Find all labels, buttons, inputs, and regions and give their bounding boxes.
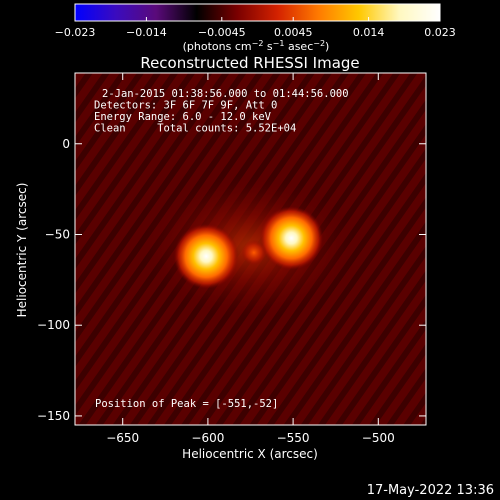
colorbar-tick-label: −0.023 [55, 26, 96, 39]
y-tick-label: −50 [45, 227, 70, 241]
source-layer [143, 175, 355, 319]
annotation-line: Clean Total counts: 5.52E+04 [94, 123, 296, 135]
axis-ticks: −650 −600 −550 −500 0 −50 −100 −150 [37, 73, 426, 445]
colorbar-tick-label: −0.0045 [198, 26, 246, 39]
y-tick-label: −150 [37, 409, 70, 423]
colorbar-tick-label: −0.014 [126, 26, 167, 39]
source-2 [259, 206, 324, 270]
annotation-line: Detectors: 3F 6F 7F 9F, Att 0 [94, 100, 277, 112]
units-text: s [263, 40, 272, 53]
plot-frame [74, 72, 427, 426]
units-text: (photons cm [183, 40, 252, 53]
units-text: asec [284, 40, 313, 53]
x-tick-label: −550 [277, 431, 310, 445]
colorbar-ticks: −0.023 −0.014 −0.0045 0.0045 0.014 0.023 [55, 17, 456, 39]
colorbar-tick-label: 0.023 [424, 26, 456, 39]
colorbar: −0.023 −0.014 −0.0045 0.0045 0.014 0.023 (pho… [55, 3, 456, 54]
x-axis-label: Heliocentric X (arcsec) [182, 447, 318, 461]
plot-area: −650 −600 −550 −500 0 −50 −100 −150 [37, 72, 427, 445]
x-tick-label: −600 [191, 431, 224, 445]
x-tick-label: −500 [362, 431, 395, 445]
timestamp-label: 17-May-2022 13:36 [367, 483, 494, 498]
annotation-line: 2-Jan-2015 01:38:56.000 to 01:44:56.000 [102, 88, 349, 100]
units-text: ) [325, 40, 329, 53]
y-tick-label: −100 [37, 318, 70, 332]
y-tick-label: 0 [62, 137, 70, 151]
colorbar-tick-label: 0.014 [353, 26, 385, 39]
y-axis-label: Heliocentric Y (arcsec) [15, 183, 29, 318]
source-bridge [241, 239, 267, 266]
colorbar-tick-label: 0.0045 [274, 26, 313, 39]
chart-title: Reconstructed RHESSI Image [140, 54, 359, 72]
annotation-line: Energy Range: 6.0 - 12.0 keV [94, 111, 272, 123]
peak-position-label: Position of Peak = [-551,-52] [95, 398, 278, 410]
colorbar-gradient [74, 3, 441, 22]
units-exponent: −1 [273, 39, 285, 48]
annotation-block: 2-Jan-2015 01:38:56.000 to 01:44:56.000D… [94, 88, 349, 135]
source-1 [173, 223, 239, 289]
colorbar-units-label: (photons cm−2 s−1 asec−2) [183, 39, 330, 54]
x-tick-label: −650 [106, 431, 139, 445]
units-exponent: −2 [313, 39, 325, 48]
units-exponent: −2 [252, 39, 264, 48]
